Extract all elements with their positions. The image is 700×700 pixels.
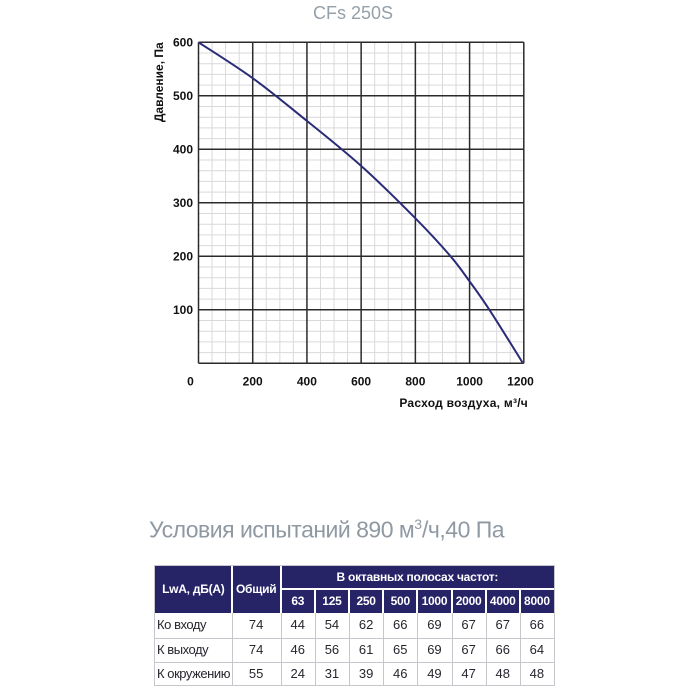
svg-text:200: 200: [173, 250, 193, 264]
svg-text:0: 0: [187, 375, 194, 389]
svg-text:800: 800: [405, 375, 425, 389]
svg-text:1000: 1000: [456, 375, 483, 389]
svg-text:Расход воздуха, м³/ч: Расход воздуха, м³/ч: [399, 396, 528, 410]
svg-text:400: 400: [297, 375, 317, 389]
svg-text:200: 200: [243, 375, 263, 389]
svg-text:600: 600: [173, 36, 193, 50]
svg-text:500: 500: [173, 89, 193, 103]
svg-text:Давление, Па: Давление, Па: [152, 42, 166, 122]
svg-text:400: 400: [173, 143, 193, 157]
svg-text:100: 100: [173, 303, 193, 317]
svg-text:600: 600: [351, 375, 371, 389]
svg-text:1200: 1200: [507, 375, 534, 389]
svg-text:300: 300: [173, 196, 193, 210]
